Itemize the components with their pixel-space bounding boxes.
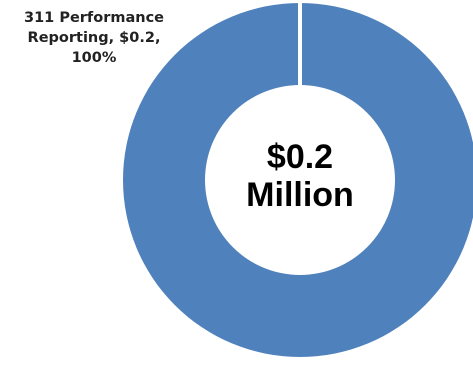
slice-data-label: 311 Performance Reporting, $0.2, 100%	[4, 8, 184, 68]
center-value: $0.2	[266, 138, 334, 176]
slice-label-line-1: 311 Performance	[24, 10, 164, 26]
slice-label-line-3: 100%	[71, 50, 117, 66]
center-unit: Million	[246, 176, 354, 214]
donut-center-label: $0.2 Million	[200, 138, 400, 214]
donut-slice-0	[123, 3, 473, 357]
slice-label-line-2: Reporting, $0.2,	[27, 30, 161, 46]
